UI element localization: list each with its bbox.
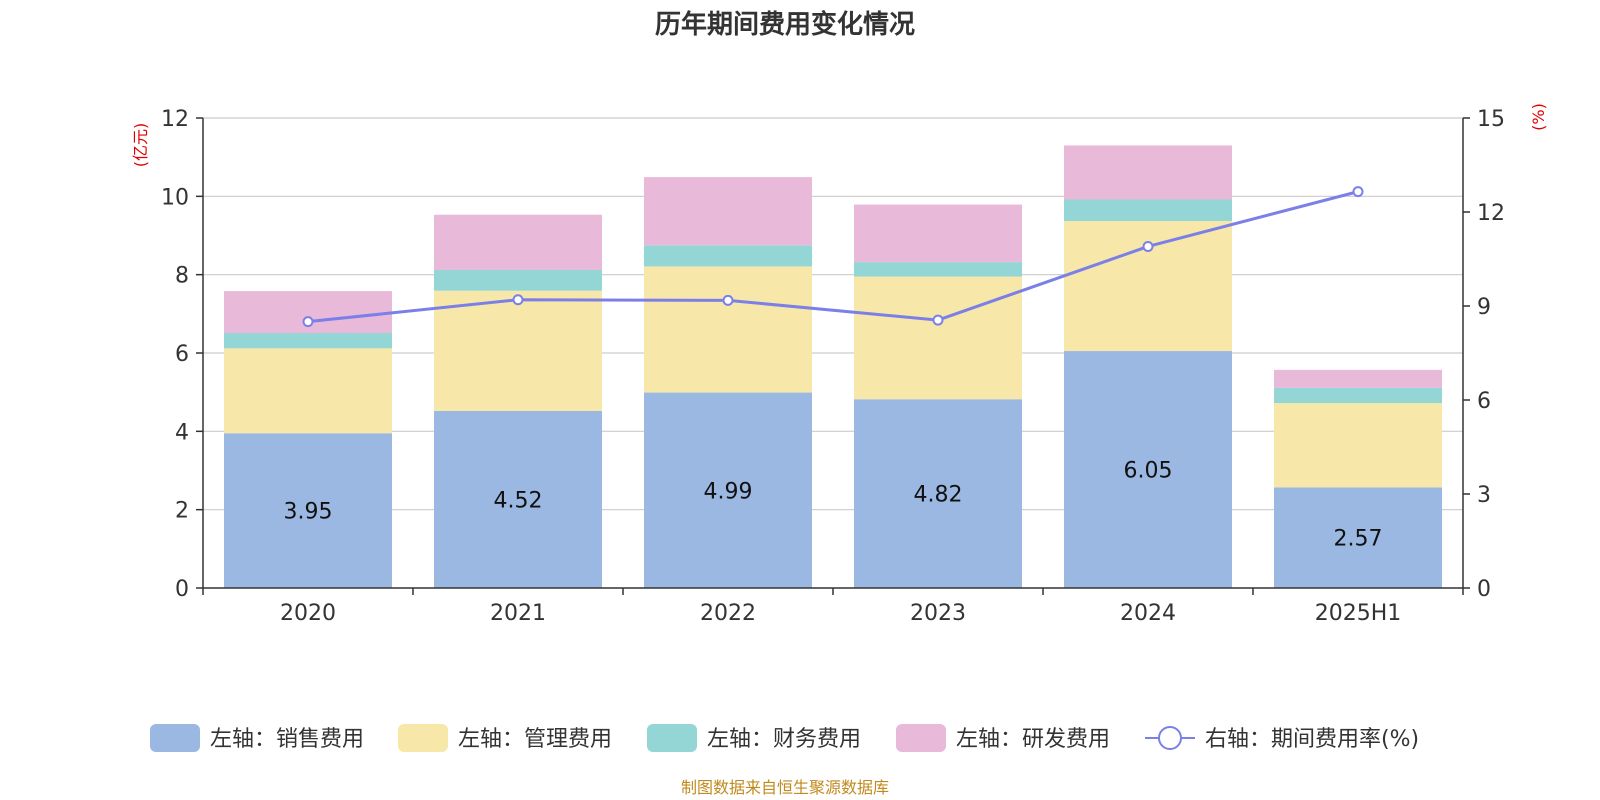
- left-axis-tick-label: 4: [175, 420, 189, 445]
- left-axis-unit-label: (亿元): [131, 123, 150, 168]
- left-axis-tick-label: 6: [175, 342, 189, 367]
- chart-title: 历年期间费用变化情况: [655, 9, 915, 40]
- rate-line-series: [302, 186, 1364, 328]
- bar-segment: [854, 262, 1022, 277]
- legend-swatch: [896, 724, 946, 752]
- bar-segment: [644, 245, 812, 267]
- x-axis-tick-label: 2024: [1120, 601, 1176, 626]
- rate-point: [302, 316, 314, 328]
- bar-data-label: 2.57: [1334, 527, 1383, 552]
- bar-segment: [854, 399, 1022, 588]
- legend-label: 左轴：管理费用: [458, 727, 612, 752]
- bar-segment: [434, 410, 602, 588]
- bar-segment: [1064, 145, 1232, 200]
- bar-segment: [644, 392, 812, 588]
- bar-segment: [1274, 369, 1442, 388]
- bar-segment: [644, 177, 812, 246]
- bar-data-label: 4.99: [704, 479, 753, 504]
- bar-segment: [1274, 387, 1442, 404]
- bar-segment: [224, 433, 392, 588]
- right-axis-tick-label: 15: [1477, 107, 1505, 132]
- bar-segment: [1064, 221, 1232, 352]
- legend-line-marker: [1158, 726, 1182, 750]
- right-axis-tick-label: 12: [1477, 201, 1505, 226]
- rate-point: [722, 294, 734, 306]
- bar-segment: [644, 266, 812, 393]
- legend-label: 左轴：财务费用: [707, 727, 861, 752]
- rate-point: [1142, 240, 1154, 252]
- bar-segment: [434, 269, 602, 291]
- rate-line: [307, 190, 1359, 324]
- legend-swatch: [647, 724, 697, 752]
- bar-segment: [1064, 351, 1232, 588]
- bar-segment: [1274, 487, 1442, 588]
- left-axis-tick-label: 2: [175, 499, 189, 524]
- bar-segment: [854, 204, 1022, 263]
- x-axis-tick-label: 2020: [280, 601, 336, 626]
- data-labels: 3.95 4.52 4.99 4.82 6.05 2.57: [284, 459, 1383, 552]
- bar-segment: [434, 290, 602, 411]
- source-note: 制图数据来自恒生聚源数据库: [681, 778, 889, 797]
- bar-segment: [1274, 403, 1442, 488]
- bar-data-label: 3.95: [284, 500, 333, 525]
- x-axis-tick-label: 2025H1: [1315, 601, 1402, 626]
- bar-segment: [854, 276, 1022, 400]
- x-axis-tick-label: 2022: [700, 601, 756, 626]
- legend-label: 右轴：期间费用率(%): [1205, 727, 1419, 752]
- right-axis-tick-label: 0: [1477, 577, 1491, 602]
- bar-segment: [1064, 199, 1232, 222]
- bar-segment: [224, 333, 392, 349]
- x-axis-tick-label: 2023: [910, 601, 966, 626]
- rate-point: [932, 314, 944, 326]
- legend-swatch: [398, 724, 448, 752]
- bar-data-label: 4.82: [914, 483, 963, 508]
- legend-label: 左轴：研发费用: [956, 727, 1110, 752]
- left-axis-tick-label: 10: [161, 185, 189, 210]
- left-axis-tick-label: 0: [175, 577, 189, 602]
- right-axis-unit-label: (%): [1529, 103, 1548, 131]
- left-axis-tick-label: 8: [175, 264, 189, 289]
- bar-data-label: 4.52: [494, 488, 543, 513]
- x-axis-tick-label: 2021: [490, 601, 546, 626]
- rate-point: [1352, 186, 1364, 198]
- bar-series: [224, 145, 1442, 588]
- bar-segment: [224, 348, 392, 434]
- left-axis-tick-label: 12: [161, 107, 189, 132]
- legend-label: 左轴：销售费用: [210, 727, 364, 752]
- right-axis-tick-label: 6: [1477, 389, 1491, 414]
- bar-segment: [434, 214, 602, 270]
- bar-data-label: 6.05: [1124, 459, 1173, 484]
- right-axis-tick-label: 3: [1477, 483, 1491, 508]
- legend: 左轴：销售费用 左轴：管理费用 左轴：财务费用 左轴：研发费用 右轴：期间费用率(%): [150, 724, 1419, 752]
- grid-lines: [203, 117, 1463, 511]
- axes: 0 2 4 6 8 10 12 0 3 6 9 12 15 2020 2021 2022 2023 2024 202…: [131, 103, 1548, 626]
- rate-point: [512, 294, 524, 306]
- right-axis-tick-label: 9: [1477, 295, 1491, 320]
- legend-swatch: [150, 724, 200, 752]
